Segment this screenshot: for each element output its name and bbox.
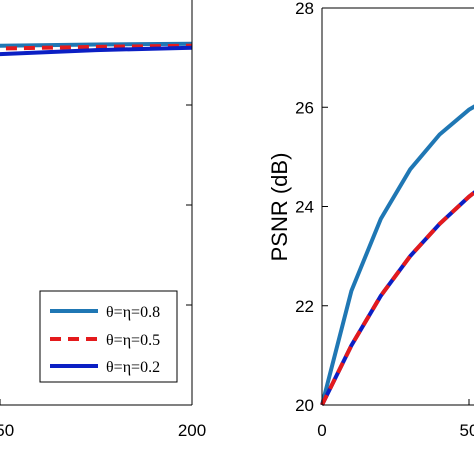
left-x-tick-label-1: 200 (178, 421, 206, 440)
right-series-line-0 (320, 104, 474, 406)
legend-label-1: θ=η=0.5 (106, 332, 160, 349)
left-chart: 150 200 θ=η=0.8 θ=η=0.5 θ=η=0.2 (0, 0, 206, 440)
legend-label-0: θ=η=0.8 (106, 304, 160, 321)
left-series-line-0 (0, 41, 193, 48)
right-x-tick-label-0: 0 (317, 421, 326, 440)
right-x-ticks: 0 50 (317, 399, 474, 440)
left-series-lines (0, 41, 193, 57)
right-series-lines (320, 104, 474, 406)
right-y-ticks: 20 22 24 26 28 (295, 0, 328, 415)
left-x-ticks: 150 200 (0, 399, 206, 440)
right-chart: 20 22 24 26 28 0 50 PSNR (dB) (267, 0, 474, 440)
right-y-tick-label-4: 28 (295, 0, 314, 18)
legend-label-2: θ=η=0.2 (106, 359, 160, 376)
right-y-tick-label-3: 26 (295, 98, 314, 117)
left-x-tick-label-0: 150 (0, 421, 14, 440)
right-y-tick-label-0: 20 (295, 396, 314, 415)
right-series-line-1 (320, 190, 474, 406)
legend: θ=η=0.8 θ=η=0.5 θ=η=0.2 (39, 290, 178, 383)
right-x-tick-label-1: 50 (460, 421, 474, 440)
left-y-ticks (186, 104, 192, 306)
right-y-tick-label-2: 24 (295, 198, 314, 217)
left-series-line-2 (0, 45, 193, 57)
right-y-tick-label-1: 22 (295, 297, 314, 316)
legend-box (39, 290, 178, 383)
right-y-axis-title: PSNR (dB) (267, 153, 292, 262)
